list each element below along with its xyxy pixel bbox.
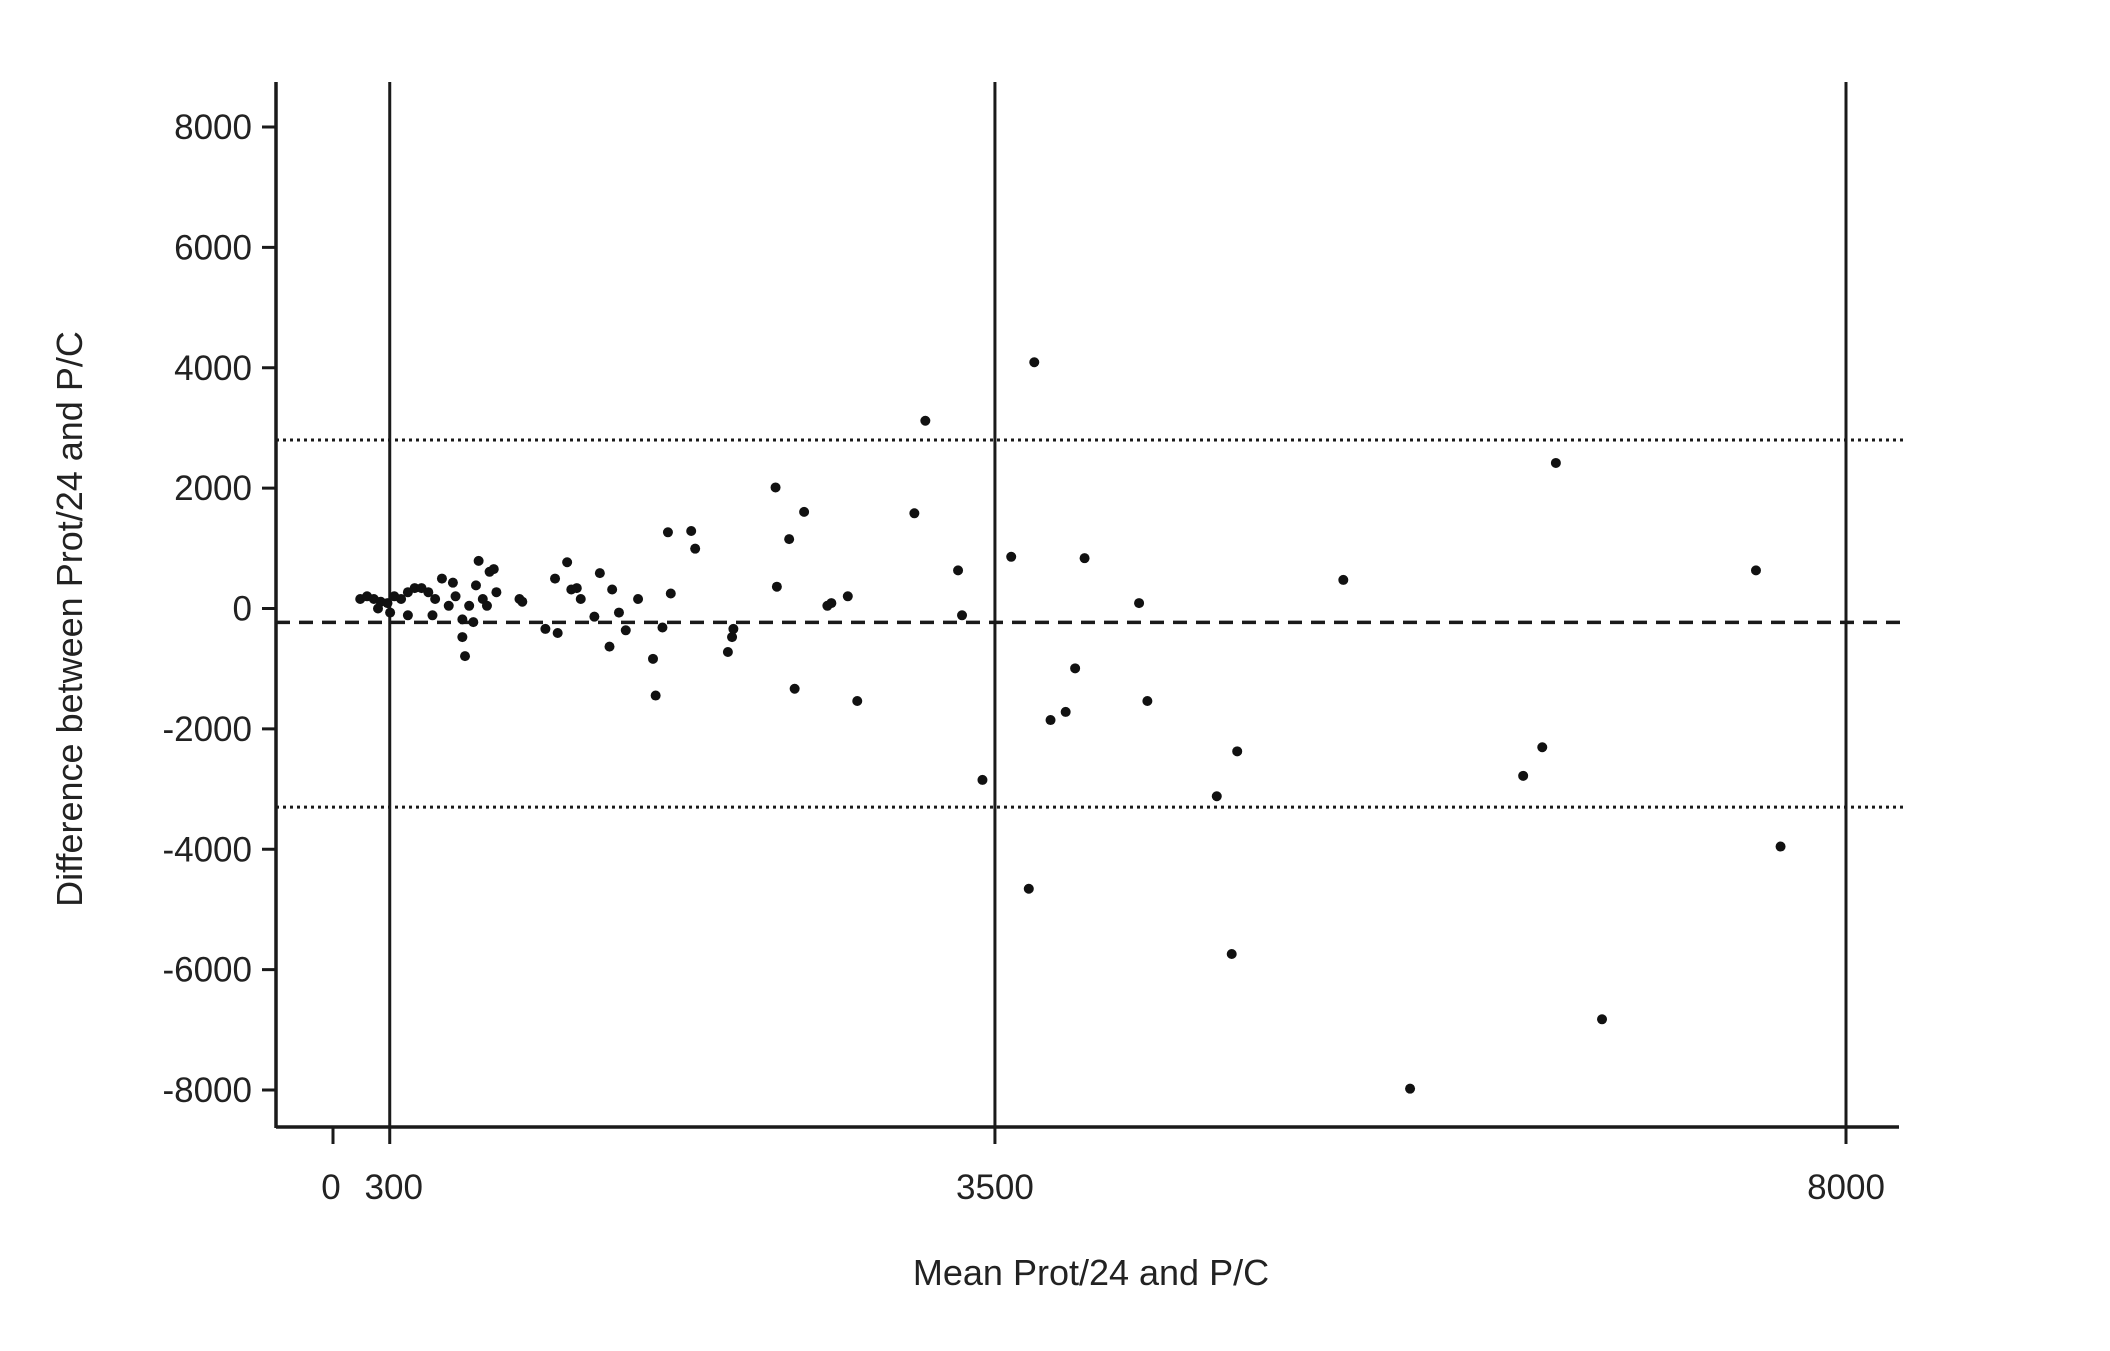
data-point [436,573,447,584]
data-point [784,534,795,545]
data-point [1537,742,1548,753]
data-point [728,623,739,634]
data-point [1750,565,1761,576]
data-point [1070,663,1081,674]
data-point [826,598,837,609]
data-point [852,696,863,707]
data-point [491,587,502,598]
data-point [460,651,471,662]
data-point [481,600,492,611]
data-point [686,525,697,536]
data-point [842,591,853,602]
data-point [464,600,475,611]
data-point [1079,553,1090,564]
data-point [953,565,964,576]
data-point [589,611,600,622]
data-point [1338,574,1349,585]
data-point [662,527,673,538]
data-point [1142,696,1153,707]
data-point [789,683,800,694]
data-point [382,598,393,609]
data-point [1775,841,1786,852]
data-point [1023,883,1034,894]
data-point [633,593,644,604]
data-point [427,610,438,621]
y-tick-label: -6000 [162,951,252,990]
data-point [473,555,484,566]
x-tick-label: 8000 [1807,1168,1885,1207]
data-point [607,584,618,595]
data-point [450,591,461,602]
data-point [1597,1014,1608,1025]
data-point [1211,791,1222,802]
data-point [423,587,434,598]
y-tick-label: 0 [233,590,252,629]
data-point [470,580,481,591]
data-point [562,557,573,568]
data-point [443,600,454,611]
data-point [604,641,615,652]
data-point [517,596,528,607]
data-point [727,632,738,643]
x-axis-label: Mean Prot/24 and P/C [913,1252,1269,1293]
data-point [1060,706,1071,717]
data-point [1006,551,1017,562]
data-point [457,632,468,643]
data-point [457,614,468,625]
data-point [909,508,920,519]
data-point [665,588,676,599]
data-point [373,603,384,614]
data-point [957,610,968,621]
data-point [402,610,413,621]
data-point [575,593,586,604]
data-point [447,577,458,588]
y-tick-label: 2000 [174,469,252,508]
data-point [552,627,563,638]
y-tick-label: 8000 [174,108,252,147]
y-tick-label: 6000 [174,228,252,267]
data-point [690,543,701,554]
data-point [1405,1083,1416,1094]
data-point [385,607,396,618]
data-point [550,573,561,584]
data-point [722,647,733,658]
data-point [650,690,661,701]
data-point [1550,457,1561,468]
data-point [613,607,624,618]
data-point [1226,948,1237,959]
data-point [977,774,988,785]
data-point [540,623,551,634]
y-axis-label: Difference between Prot/24 and P/C [49,331,90,907]
y-tick-label: -8000 [162,1071,252,1110]
y-tick-label: 4000 [174,349,252,388]
data-point [488,564,499,575]
data-point [468,617,479,628]
data-point [396,593,407,604]
y-tick-label: -4000 [162,830,252,869]
data-point [620,625,631,636]
data-point [430,593,441,604]
data-point [571,583,582,594]
data-point [1045,715,1056,726]
data-point [1029,357,1040,368]
data-point [1518,770,1529,781]
data-point [799,506,810,517]
data-point [771,581,782,592]
data-point [1134,598,1145,609]
x-tick-label: 300 [365,1168,423,1207]
data-point [657,622,668,633]
data-point [594,568,605,579]
data-point [1232,746,1243,757]
x-tick-label: 3500 [956,1168,1034,1207]
data-point [770,482,781,493]
y-tick-label: -2000 [162,710,252,749]
data-point [647,653,658,664]
data-point [920,415,931,426]
x-tick-label: 0 [321,1168,340,1207]
